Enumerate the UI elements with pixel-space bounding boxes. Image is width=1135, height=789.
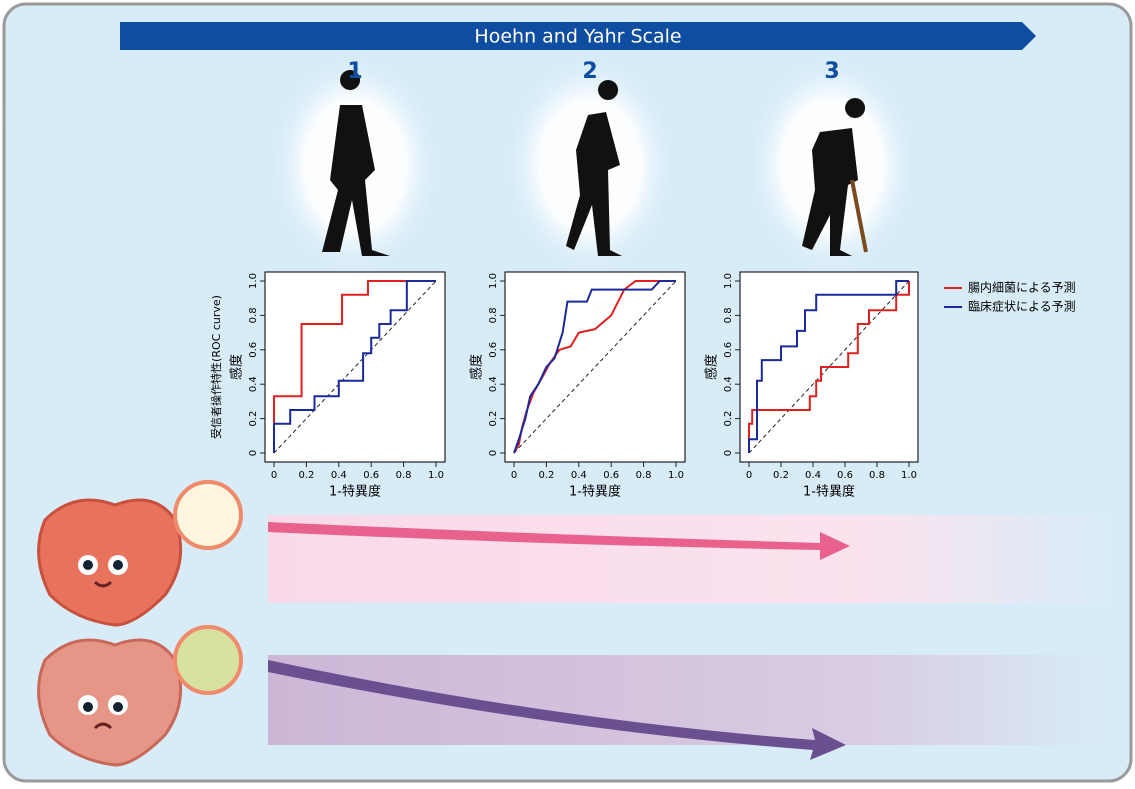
x-tick-label: 1.0 — [428, 470, 444, 481]
stage-number: 1 — [347, 59, 362, 84]
stage-number: 2 — [582, 59, 597, 84]
x-tick-label: 0.6 — [603, 470, 619, 481]
y-tick-label: 0 — [488, 450, 499, 456]
y-axis-label: 感度 — [229, 354, 245, 380]
y-tick-label: 0.4 — [723, 376, 734, 392]
infographic: Hoehn and Yahr Scale 1 2 3 0 0.2 0.4 0.6 0.8 1.0… — [0, 0, 1135, 785]
y-tick-label: 0.2 — [488, 411, 499, 427]
x-tick-label: 0.6 — [363, 470, 379, 481]
plot-area — [265, 272, 445, 462]
y-tick-label: 0.2 — [248, 411, 259, 427]
y-tick-label: 1.0 — [248, 273, 259, 289]
x-tick-label: 0.2 — [773, 470, 789, 481]
plot-area — [505, 272, 685, 462]
x-axis-label: 1-特異度 — [803, 484, 855, 500]
y-axis-label: 感度 — [469, 354, 485, 380]
roc-label: 受信者操作特性(ROC curve) — [209, 295, 223, 439]
x-tick-label: 0.2 — [298, 470, 314, 481]
x-tick-label: 0.8 — [396, 470, 412, 481]
x-tick-label: 1.0 — [901, 470, 917, 481]
y-tick-label: 0.8 — [723, 307, 734, 323]
x-axis-label: 1-特異度 — [329, 484, 381, 500]
y-tick-label: 0.6 — [723, 342, 734, 358]
x-tick-label: 0.8 — [869, 470, 885, 481]
y-tick-label: 0.6 — [488, 342, 499, 358]
x-tick-label: 0.2 — [538, 470, 554, 481]
x-tick-label: 0.4 — [331, 470, 347, 481]
banner-title: Hoehn and Yahr Scale — [474, 26, 681, 48]
y-tick-label: 0.4 — [488, 376, 499, 392]
x-tick-label: 0.4 — [805, 470, 821, 481]
stage-number: 3 — [824, 59, 839, 84]
y-tick-label: 1.0 — [488, 273, 499, 289]
x-tick-label: 0.6 — [837, 470, 853, 481]
y-tick-label: 0.6 — [248, 342, 259, 358]
x-tick-label: 0.8 — [636, 470, 652, 481]
x-tick-label: 0 — [271, 470, 277, 481]
x-axis-label: 1-特異度 — [569, 484, 621, 500]
y-tick-label: 0.2 — [723, 411, 734, 427]
y-tick-label: 1.0 — [723, 273, 734, 289]
y-tick-label: 0 — [248, 450, 259, 456]
y-axis-label: 感度 — [704, 354, 720, 380]
x-tick-label: 0.4 — [571, 470, 587, 481]
x-tick-label: 0 — [511, 470, 517, 481]
x-tick-label: 1.0 — [668, 470, 684, 481]
y-tick-label: 0.8 — [248, 307, 259, 323]
page: {"banner": "Hoehn and Yahr Scale", "stag… — [0, 0, 1135, 789]
stage-figures — [270, 55, 917, 275]
y-tick-label: 0 — [723, 450, 734, 456]
y-tick-label: 0.4 — [248, 376, 259, 392]
y-tick-label: 0.8 — [488, 307, 499, 323]
legend-label: 腸内細菌による予測 — [968, 281, 1076, 295]
x-tick-label: 0 — [746, 470, 752, 481]
legend-label: 臨床症状による予測 — [968, 299, 1076, 314]
